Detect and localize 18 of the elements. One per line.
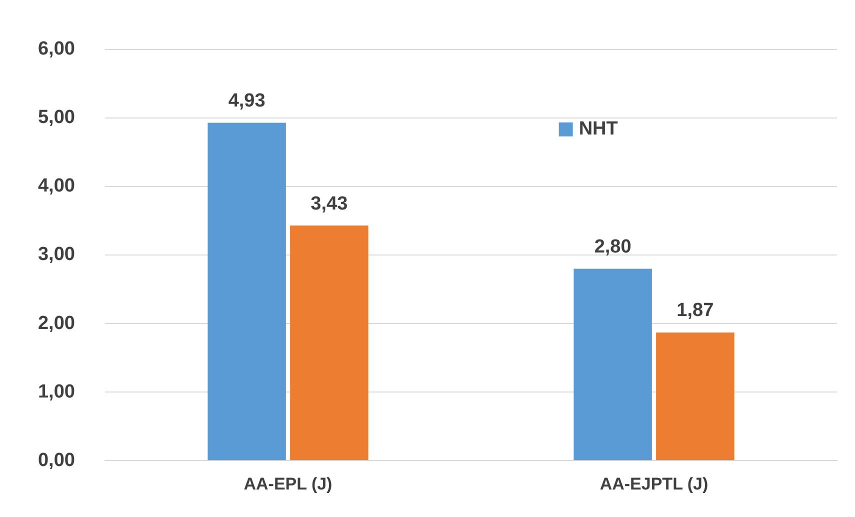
bar (656, 332, 734, 460)
data-label: 1,87 (676, 300, 714, 322)
y-tick-label: 3,00 (38, 244, 75, 266)
y-tick-label: 6,00 (38, 38, 75, 60)
bar (574, 268, 652, 460)
legend-label: NHT (578, 118, 618, 140)
y-tick-label: 4,00 (38, 176, 75, 197)
y-tick-label: 2,00 (38, 312, 75, 334)
data-label: 2,80 (594, 236, 632, 258)
data-label: 3,43 (310, 193, 348, 214)
data-label: 4,93 (228, 90, 266, 112)
x-tick-label: AA-EJPTL (J) (600, 474, 708, 494)
bar (208, 122, 286, 460)
y-tick-label: 5,00 (38, 107, 75, 128)
y-tick-label: 0,00 (38, 450, 75, 471)
y-tick-label: 1,00 (38, 381, 75, 402)
x-tick-label: AA-EPL (J) (244, 474, 332, 494)
bar (290, 226, 368, 460)
